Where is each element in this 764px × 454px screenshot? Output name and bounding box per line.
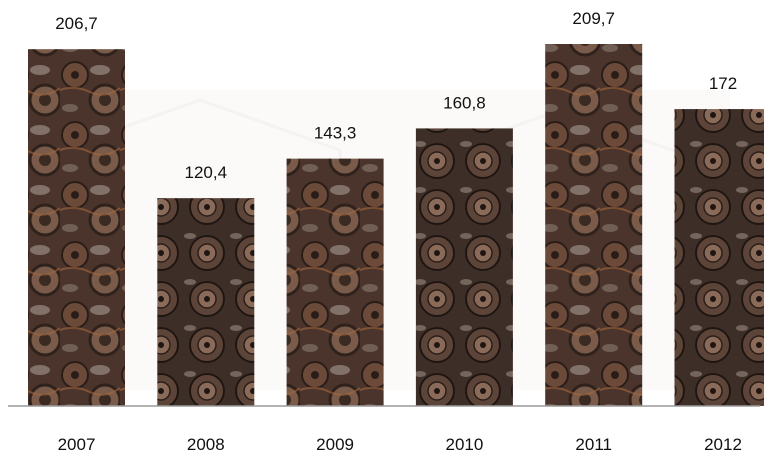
- bar-2011: [545, 44, 643, 406]
- category-labels-group: 2007 2008 2009 2010 2011 2012: [58, 435, 742, 454]
- category-label-2009: 2009: [316, 435, 354, 454]
- value-label-2012: 172: [709, 74, 737, 93]
- bars-group: [28, 44, 764, 407]
- bar-2009: [286, 158, 384, 406]
- category-label-2008: 2008: [187, 435, 225, 454]
- category-label-2011: 2011: [575, 435, 612, 454]
- bar-2012: [674, 109, 764, 406]
- value-label-2010: 160,8: [443, 93, 486, 112]
- value-label-2007: 206,7: [55, 14, 98, 33]
- bar-2008: [157, 198, 255, 406]
- bar-2010: [415, 128, 513, 407]
- category-label-2012: 2012: [704, 435, 742, 454]
- category-label-2010: 2010: [445, 435, 483, 454]
- value-label-2008: 120,4: [185, 163, 228, 182]
- category-label-2007: 2007: [58, 435, 96, 454]
- value-labels-group: 206,7 120,4 143,3 160,8 209,7 172: [55, 9, 737, 182]
- value-label-2009: 143,3: [314, 124, 357, 143]
- bar-2007: [28, 49, 125, 406]
- value-label-2011: 209,7: [572, 9, 615, 28]
